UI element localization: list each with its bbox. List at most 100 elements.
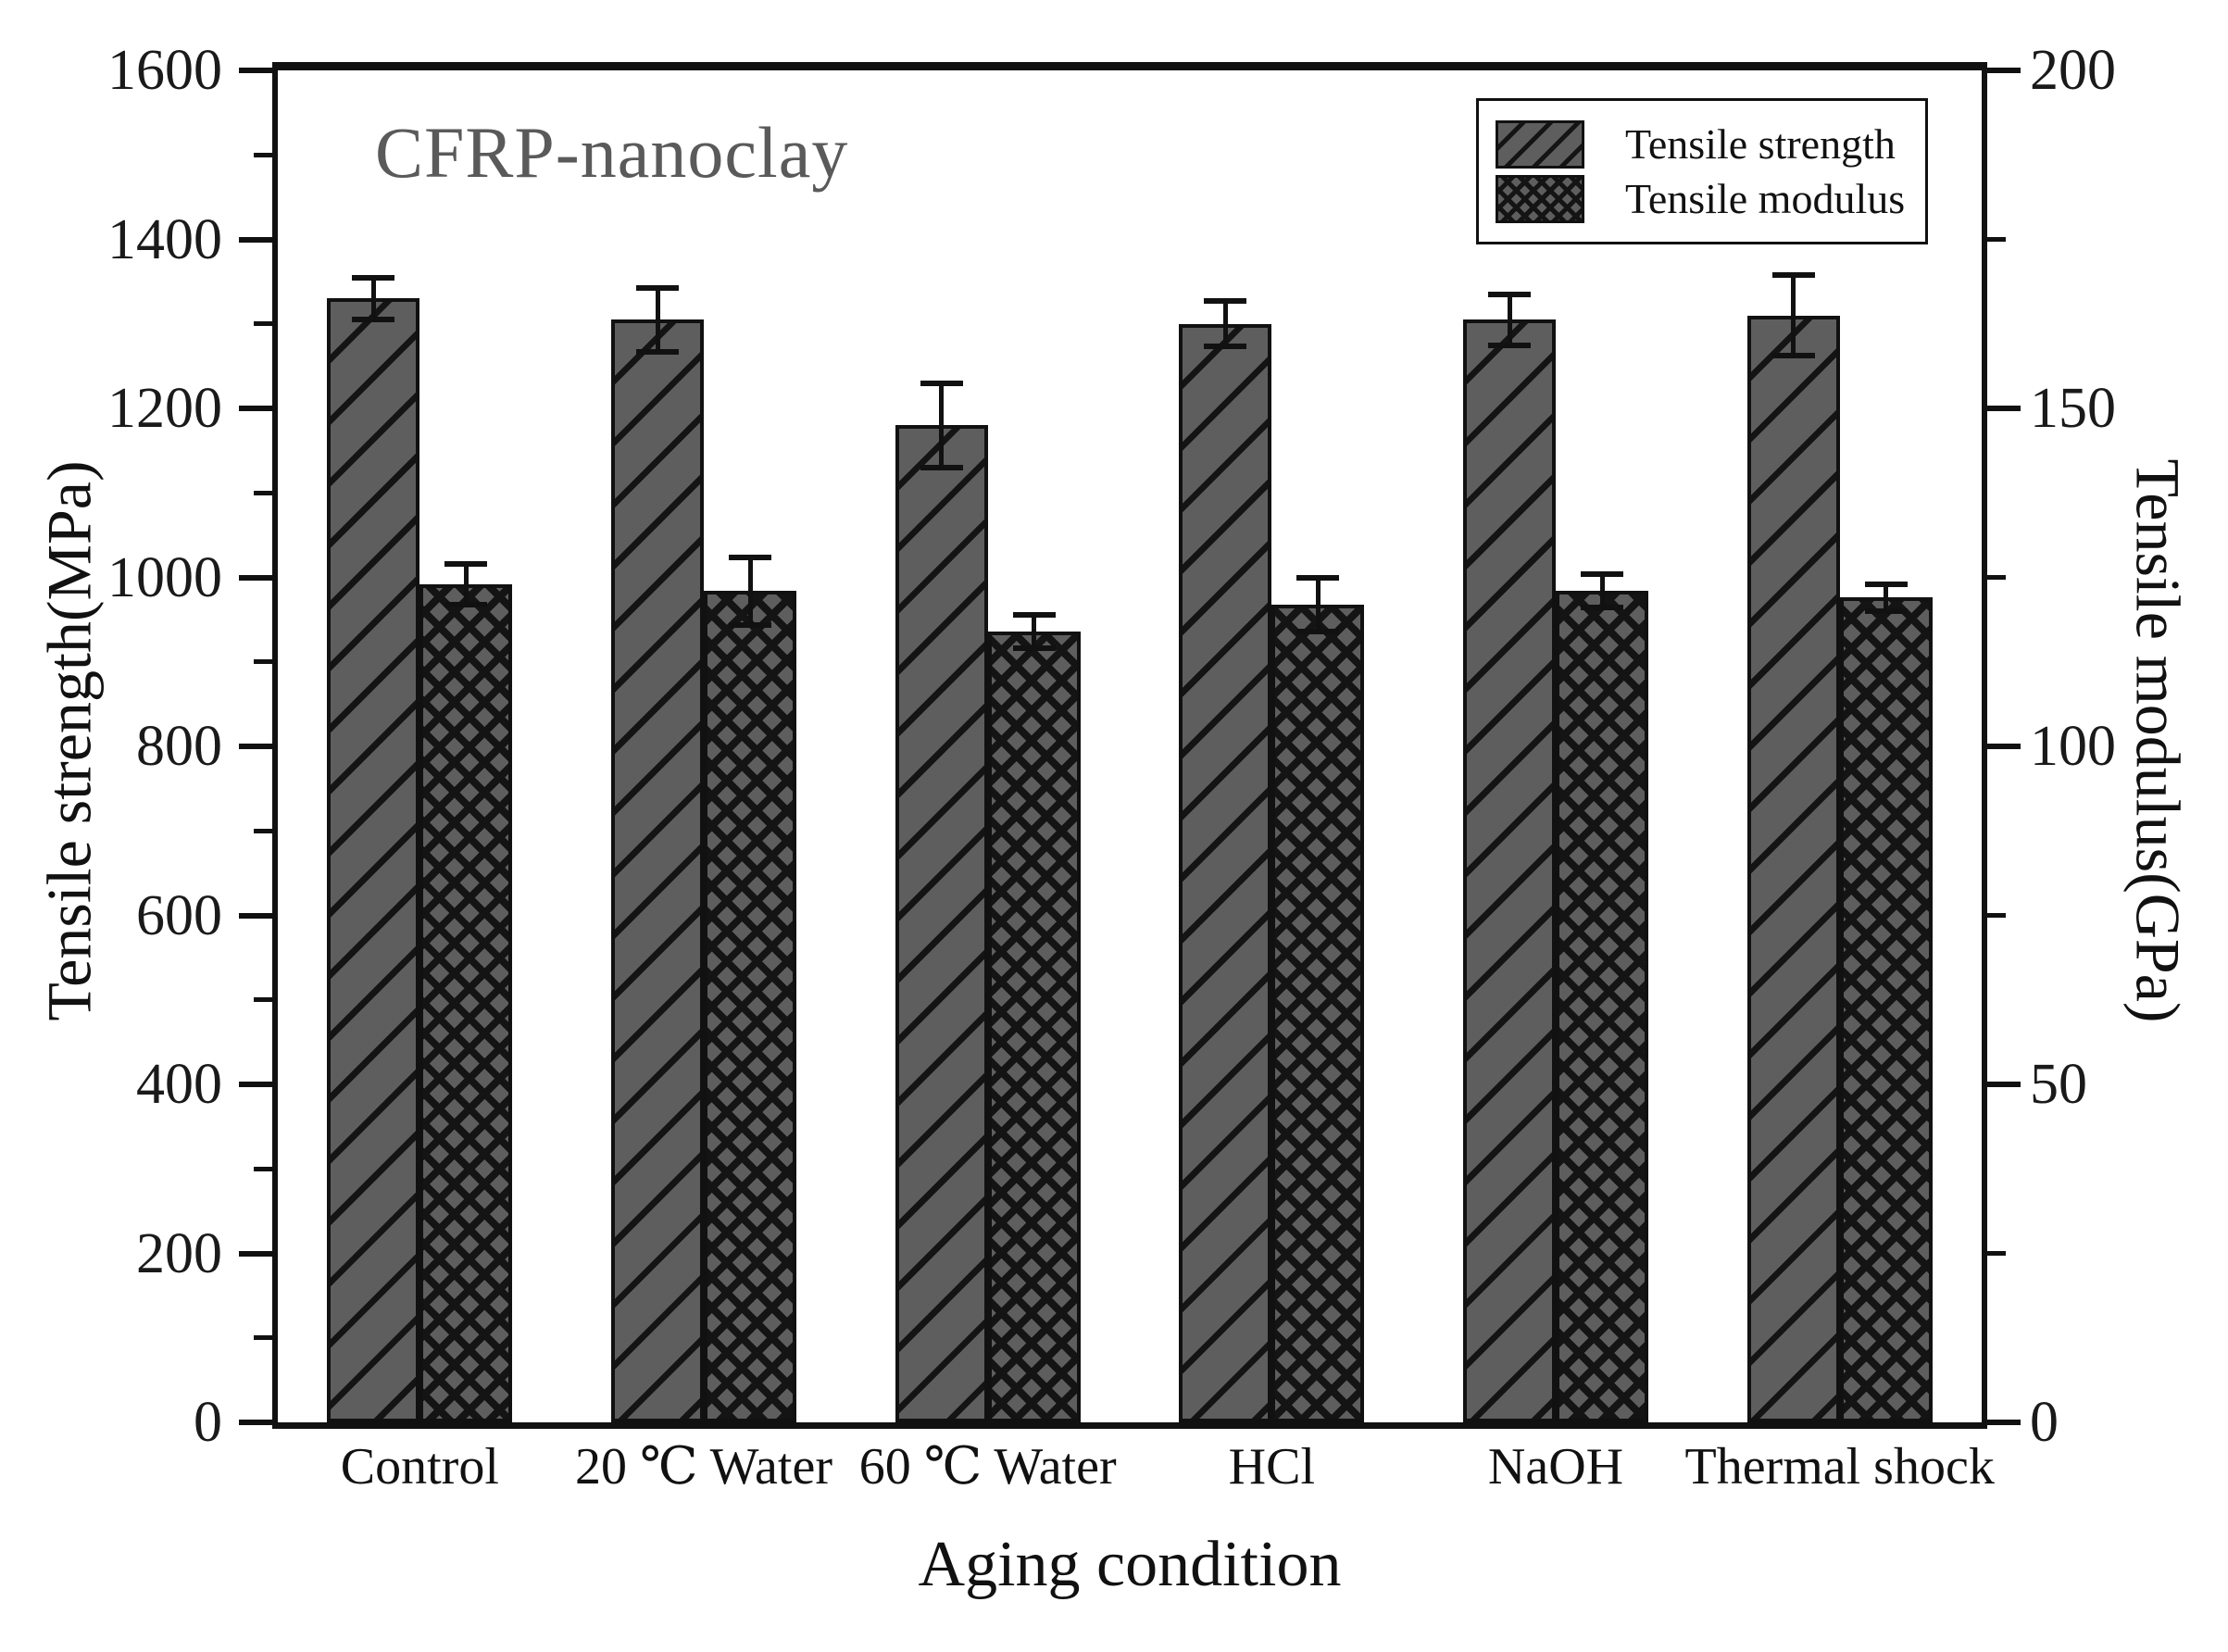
right-axis-tick-label: 0 <box>2030 1391 2059 1454</box>
left-axis-major-tick <box>239 1082 272 1087</box>
tensile-strength-60-water-error-cap-bottom <box>920 464 963 470</box>
tensile-strength-20-water-error-line <box>655 287 660 352</box>
tensile-modulus-naoh-error-line <box>1599 573 1605 608</box>
tensile-strength-thermal-shock-error-line <box>1791 274 1796 357</box>
tensile-strength-naoh-error-cap-top <box>1488 291 1531 297</box>
right-axis-minor-tick <box>1987 237 2006 242</box>
tensile-strength-20-water-error-cap-top <box>636 284 679 291</box>
right-axis-major-tick <box>1987 1082 2021 1087</box>
legend-item-tensile-modulus: Tensile modulus <box>1496 174 1909 223</box>
x-category-label-20-water: 20 ℃ Water <box>575 1438 832 1496</box>
left-axis-tick-label: 0 <box>194 1391 222 1454</box>
bar-tensile-modulus-control <box>419 583 513 1422</box>
left-axis-minor-tick <box>254 997 272 1003</box>
left-axis-major-tick <box>239 912 272 919</box>
bar-tensile-modulus-60-water <box>987 631 1081 1422</box>
x-category-label-naoh: NaOH <box>1487 1438 1624 1496</box>
right-axis-tick-label: 50 <box>2030 1053 2087 1116</box>
left-axis-line <box>272 62 278 1429</box>
tensile-modulus-control-error-cap-top <box>444 560 488 567</box>
left-axis-tick-label: 1600 <box>107 39 222 102</box>
x-category-label-60-water: 60 ℃ Water <box>858 1438 1117 1496</box>
right-axis-tick-label: 100 <box>2030 715 2116 778</box>
tensile-modulus-hcl-error-cap-bottom <box>1296 628 1340 634</box>
tensile-strength-hcl-error-line <box>1222 301 1228 347</box>
legend-item-tensile-strength: Tensile strength <box>1496 119 1909 169</box>
right-axis-major-tick <box>1987 406 2021 411</box>
left-axis-tick-label: 800 <box>136 715 222 778</box>
left-axis-minor-tick <box>254 1166 272 1171</box>
tensile-modulus-60-water-error-line <box>1032 614 1037 649</box>
left-axis-minor-tick <box>254 321 272 327</box>
left-axis-minor-tick <box>254 828 272 833</box>
chart-annotation: CFRP-nanoclay <box>375 112 849 193</box>
left-axis-tick-label: 1200 <box>107 377 222 440</box>
left-axis-tick-label: 200 <box>136 1221 222 1285</box>
tensile-modulus-thermal-shock-error-cap-bottom <box>1864 608 1908 614</box>
tensile-modulus-thermal-shock-error-cap-top <box>1864 581 1908 587</box>
tensile-strength-control-error-cap-bottom <box>352 317 395 323</box>
left-axis-minor-tick <box>254 1335 272 1341</box>
bar-tensile-strength-thermal-shock <box>1746 315 1840 1422</box>
bar-tensile-modulus-20-water <box>704 591 796 1422</box>
x-axis-line <box>272 1422 1987 1429</box>
tensile-strength-20-water-error-cap-bottom <box>636 348 679 355</box>
tensile-strength-naoh-error-line <box>1507 294 1512 345</box>
top-spine <box>272 62 1987 70</box>
legend: Tensile strength Tensile modulus <box>1476 98 1928 244</box>
bar-tensile-strength-control <box>327 298 420 1422</box>
tensile-strength-60-water-error-line <box>939 382 945 468</box>
x-axis-title: Aging condition <box>918 1529 1342 1600</box>
tensile-strength-hcl-error-cap-top <box>1204 298 1247 305</box>
tensile-modulus-60-water-error-cap-bottom <box>1012 645 1056 652</box>
x-category-label-thermal-shock: Thermal shock <box>1684 1438 1995 1496</box>
tensile-strength-hcl-error-cap-bottom <box>1204 344 1247 350</box>
left-axis-major-tick <box>239 68 272 73</box>
tensile-strength-control-error-line <box>370 277 376 320</box>
right-axis-major-tick <box>1987 744 2021 749</box>
tensile-strength-thermal-shock-error-cap-top <box>1771 271 1815 278</box>
tensile-modulus-control-error-cap-bottom <box>444 601 488 607</box>
left-axis-minor-tick <box>254 659 272 665</box>
plot-area: Aging condition 0 200 400 600 800 1000 1200 140… <box>107 42 2116 1600</box>
bar-tensile-strength-hcl <box>1179 323 1272 1422</box>
bar-tensile-modulus-thermal-shock <box>1839 597 1933 1422</box>
tensile-modulus-hcl-error-cap-top <box>1296 574 1340 581</box>
left-axis-title: Tensile strength(MPa) <box>33 460 105 1021</box>
left-axis-major-tick <box>239 236 272 243</box>
legend-label: Tensile modulus <box>1625 175 1906 222</box>
bar-tensile-strength-20-water <box>611 319 704 1422</box>
left-axis-minor-tick <box>254 152 272 157</box>
right-axis-minor-tick <box>1987 575 2006 580</box>
x-category-label-control: Control <box>340 1438 499 1496</box>
tensile-modulus-60-water-error-cap-top <box>1012 611 1056 618</box>
tensile-modulus-thermal-shock-error-line <box>1884 583 1889 611</box>
right-axis-minor-tick <box>1987 913 2006 918</box>
tensile-strength-control-error-cap-top <box>352 274 395 281</box>
right-axis-major-tick <box>1987 68 2021 73</box>
left-axis-tick-label: 1000 <box>107 545 222 609</box>
tensile-modulus-control-error-line <box>463 563 469 605</box>
tensile-modulus-naoh-error-cap-top <box>1581 570 1623 577</box>
tensile-modulus-20-water-error-line <box>747 557 753 625</box>
diagonal-hatch-swatch <box>1496 119 1584 169</box>
left-axis-major-tick <box>239 574 272 581</box>
right-axis-line <box>1982 62 1987 1429</box>
tensile-strength-naoh-error-cap-bottom <box>1488 342 1531 348</box>
tensile-modulus-naoh-error-cap-bottom <box>1581 605 1623 611</box>
legend-label: Tensile strength <box>1625 120 1896 168</box>
tensile-strength-60-water-error-cap-top <box>920 380 963 386</box>
bar-tensile-strength-naoh <box>1463 319 1556 1422</box>
bar-tensile-modulus-naoh <box>1556 591 1648 1422</box>
tensile-modulus-hcl-error-line <box>1315 577 1321 632</box>
left-axis-tick-label: 600 <box>136 883 222 947</box>
bar-tensile-modulus-hcl <box>1271 604 1365 1422</box>
left-axis-minor-tick <box>254 490 272 495</box>
left-axis-tick-label: 1400 <box>107 207 222 271</box>
tensile-modulus-20-water-error-cap-bottom <box>729 621 771 628</box>
crosshatch-swatch <box>1496 174 1584 223</box>
right-axis-tick-label: 200 <box>2030 39 2116 102</box>
right-axis-minor-tick <box>1987 1251 2006 1256</box>
tensile-modulus-20-water-error-cap-top <box>729 554 771 560</box>
right-axis-tick-label: 150 <box>2030 377 2116 440</box>
